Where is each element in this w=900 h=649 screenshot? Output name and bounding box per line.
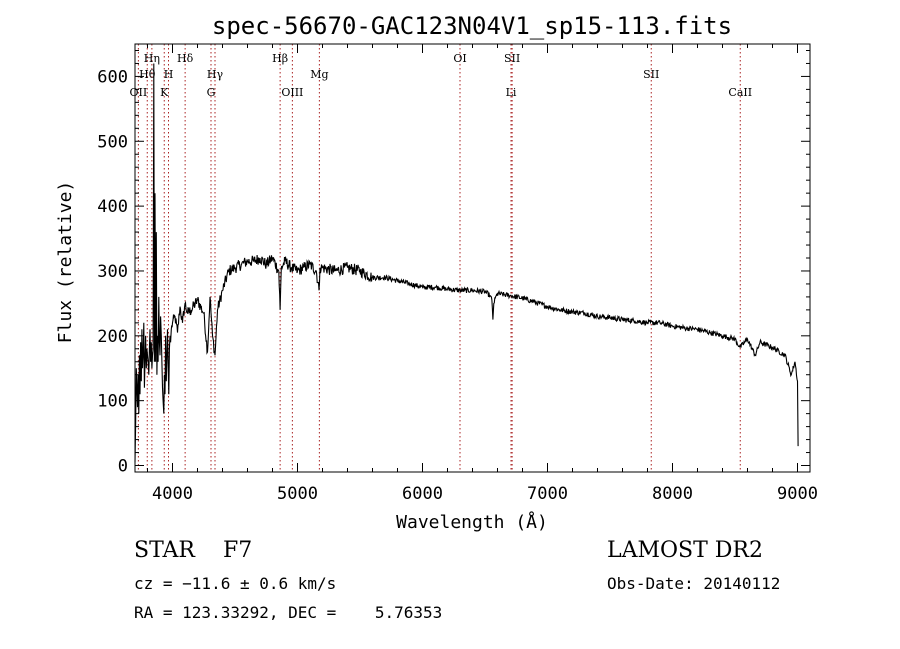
- line-marker-label: Hγ: [207, 68, 224, 81]
- line-marker-label: Hθ: [139, 68, 156, 81]
- spectrum-line: [134, 63, 799, 463]
- x-tick-label: 5000: [277, 484, 318, 504]
- y-tick-label: 100: [97, 392, 128, 412]
- line-marker-label: G: [207, 86, 216, 99]
- y-tick-label: 400: [97, 197, 128, 217]
- y-tick-label: 200: [97, 327, 128, 347]
- y-axis-label: Flux (relative): [55, 181, 76, 344]
- line-marker-label: SII: [643, 68, 659, 81]
- star-classification: STAR F7: [134, 538, 253, 563]
- plot-frame: [134, 43, 811, 473]
- line-marker-label: Hδ: [177, 52, 194, 65]
- x-tick-label: 7000: [527, 484, 568, 504]
- line-marker-label: H: [164, 68, 174, 81]
- redshift-cz: cz = −11.6 ± 0.6 km/s: [134, 574, 337, 593]
- obs-date: Obs-Date: 20140112: [607, 574, 781, 593]
- x-tick-label: 4000: [152, 484, 193, 504]
- line-marker-label: Hβ: [272, 52, 288, 65]
- x-tick-label: 9000: [777, 484, 818, 504]
- line-marker-label: OII: [130, 86, 148, 99]
- survey-name: LAMOST DR2: [607, 538, 763, 563]
- line-marker-label: SII: [504, 52, 520, 65]
- y-tick-label: 500: [97, 132, 128, 152]
- line-marker-label: Li: [506, 86, 517, 99]
- chart-title: spec-56670-GAC123N04V1_sp15-113.fits: [212, 12, 732, 40]
- axis-ticks: 4000 5000 6000 7000 8000 9000 0 100 200 300 400 500…: [97, 44, 818, 504]
- line-marker-label: Hη: [144, 52, 160, 65]
- y-tick-label: 300: [97, 262, 128, 282]
- y-tick-label: 600: [97, 67, 128, 87]
- line-markers: Hη Hδ Hβ OI SII Hθ H Hγ Mg SII OII K G OIII Li CaII: [130, 44, 752, 472]
- x-axis-label: Wavelength (Å): [396, 511, 548, 533]
- line-marker-label: Mg: [310, 68, 328, 81]
- x-tick-label: 8000: [652, 484, 693, 504]
- line-marker-label: OIII: [281, 86, 303, 99]
- line-marker-label: OI: [453, 52, 466, 65]
- line-marker-label: CaII: [728, 86, 752, 99]
- x-tick-label: 6000: [402, 484, 443, 504]
- line-marker-label: K: [160, 86, 169, 99]
- y-tick-label: 0: [118, 457, 128, 477]
- ra-dec: RA = 123.33292, DEC = 5.76353: [134, 603, 443, 622]
